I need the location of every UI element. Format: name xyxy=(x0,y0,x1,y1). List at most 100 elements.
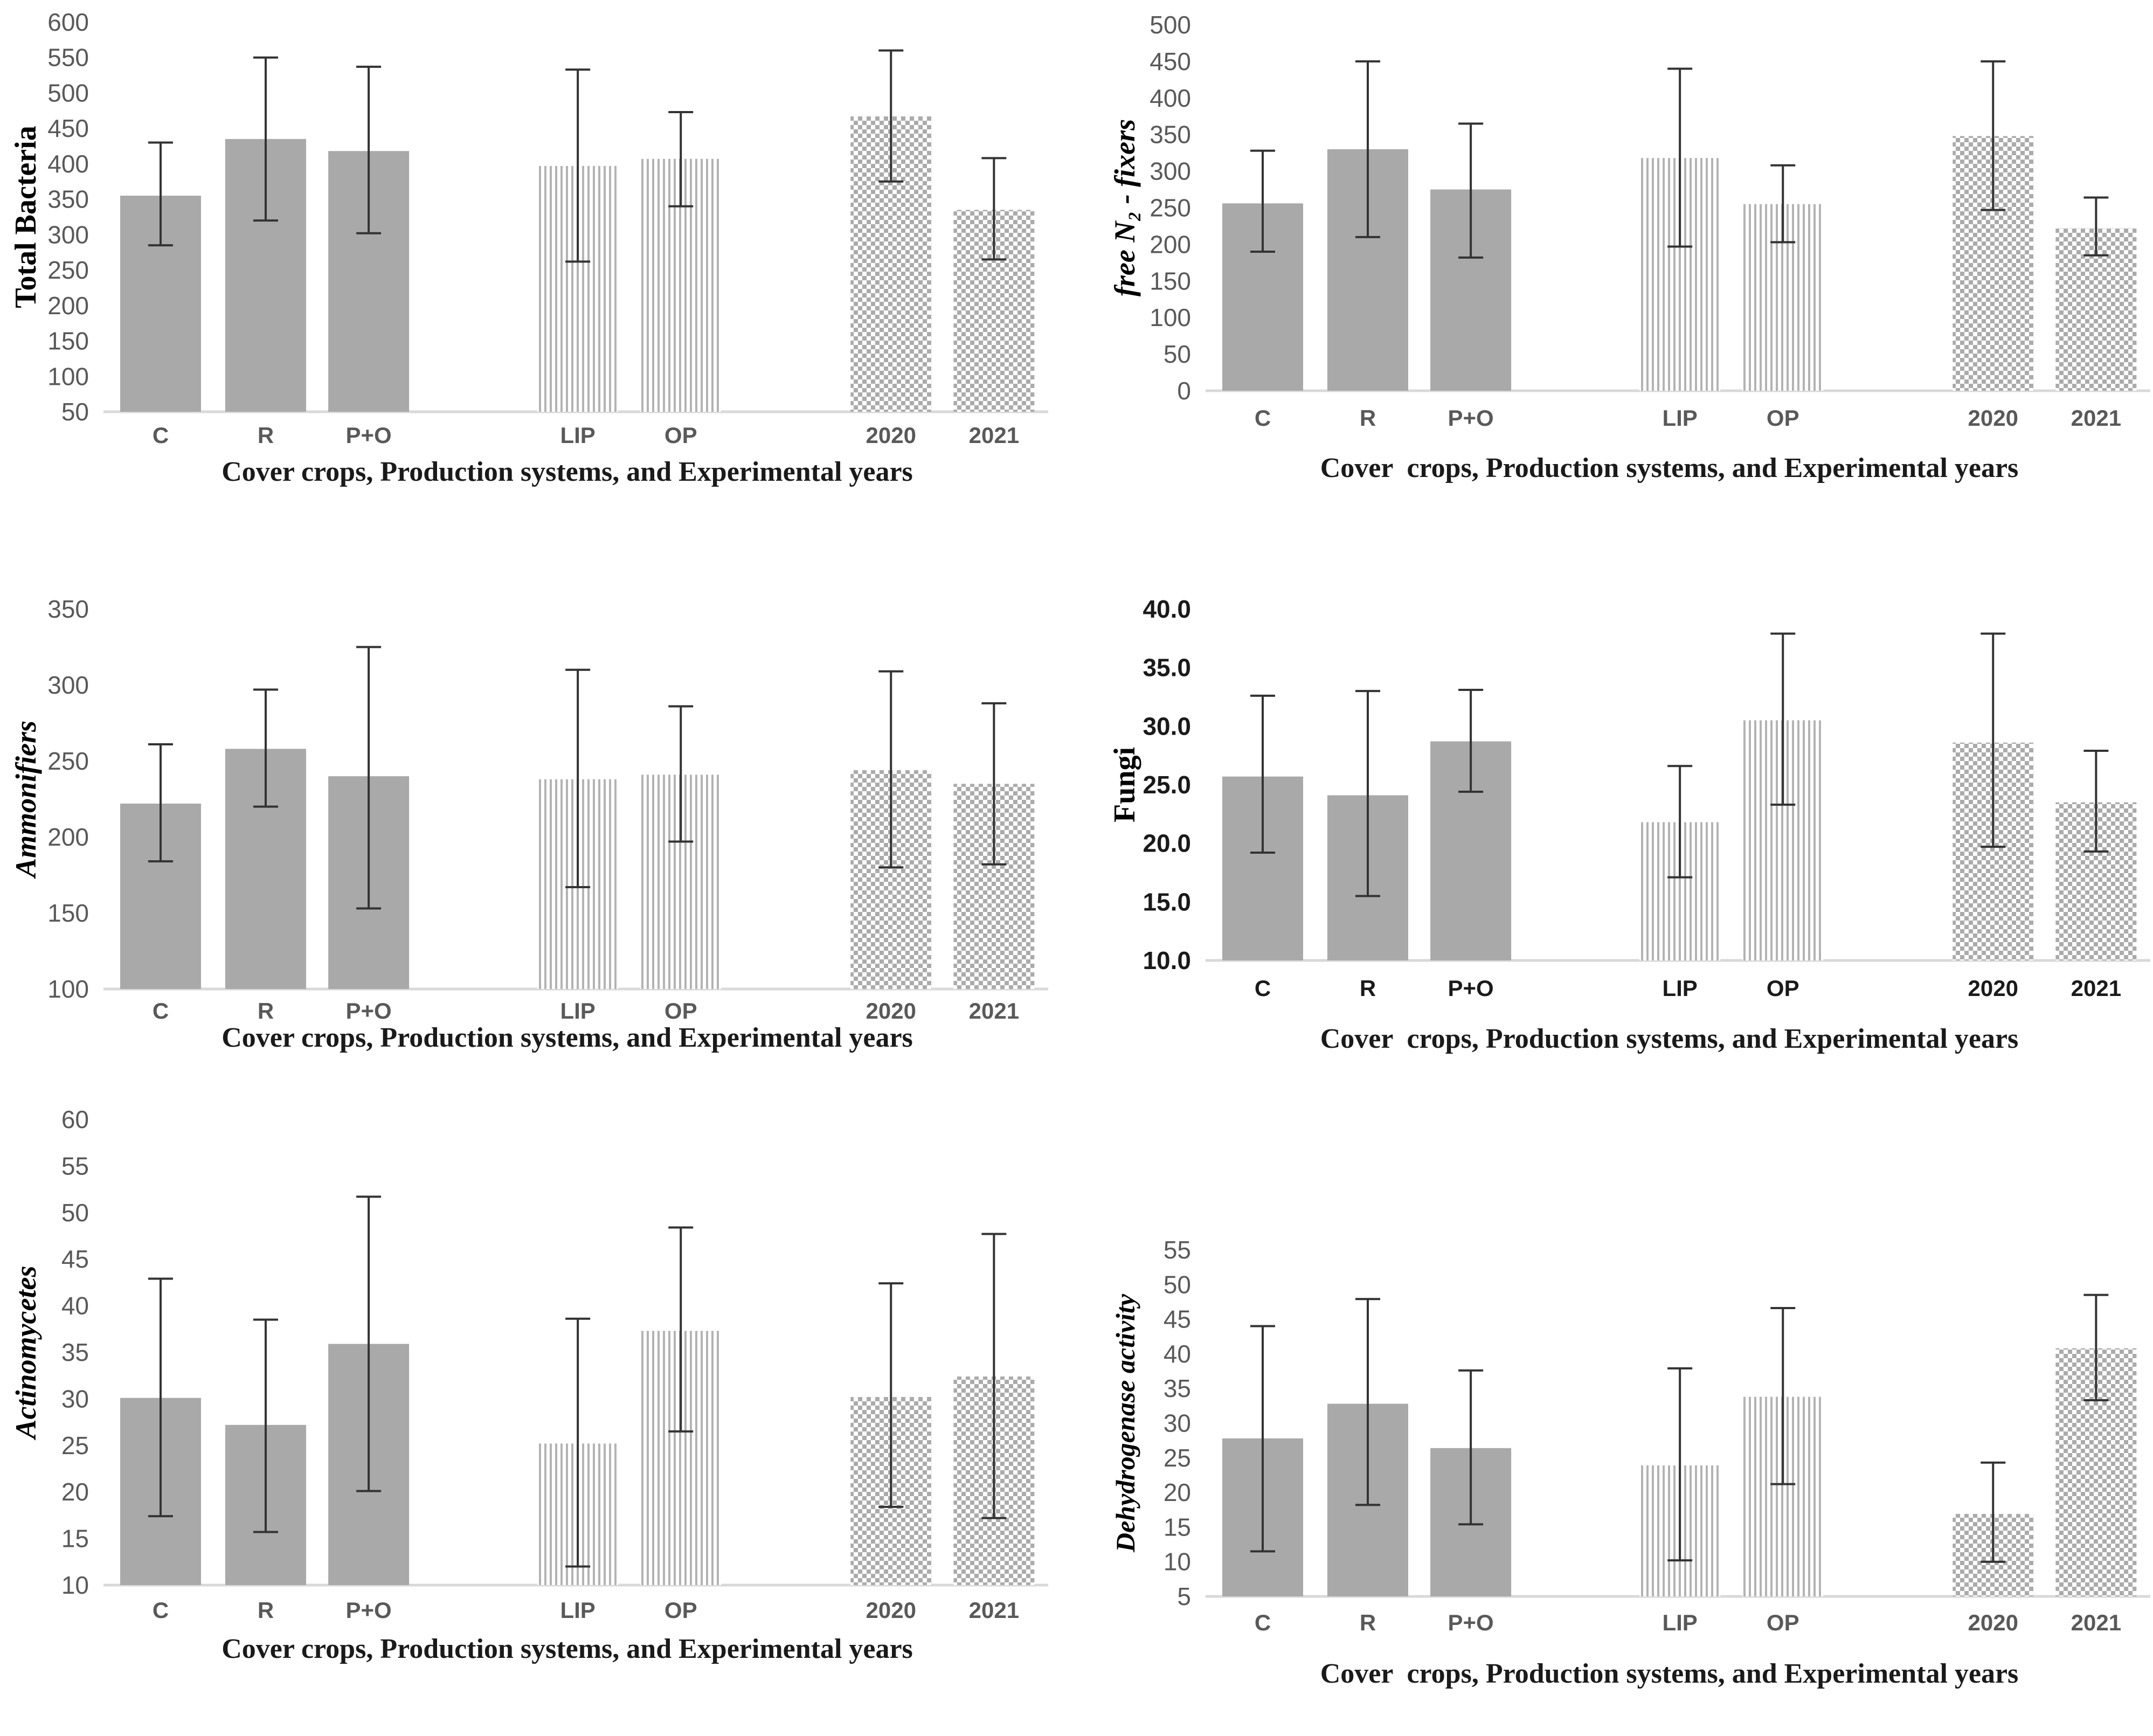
y-tick-label: 400 xyxy=(1150,84,1191,112)
error-bar-fungi-5 xyxy=(1981,632,2006,848)
y-tick-label: 350 xyxy=(47,595,89,623)
x-category-label: C xyxy=(153,1597,169,1623)
y-tick-label: 50 xyxy=(1164,340,1191,368)
y-tick-label: 100 xyxy=(47,362,89,390)
y-tick-label: 10.0 xyxy=(1143,946,1191,974)
y-tick-label: 0 xyxy=(1177,377,1191,405)
error-bar-actinomycetes-6 xyxy=(981,1233,1007,1519)
y-tick-label: 250 xyxy=(47,256,89,284)
y-tick-label: 30.0 xyxy=(1143,712,1191,740)
y-tick-label: 20 xyxy=(1164,1478,1191,1506)
error-bar-ammonifiers-0 xyxy=(148,743,173,863)
x-category-label: LIP xyxy=(1662,405,1697,431)
y-tick-label: 45 xyxy=(1164,1305,1191,1333)
x-axis-title: Cover crops, Production systems, and Exp… xyxy=(1320,1658,2019,1689)
x-category-label: OP xyxy=(664,998,697,1023)
y-tick-label: 25.0 xyxy=(1143,771,1191,799)
y-tick-label: 25 xyxy=(61,1431,89,1460)
x-category-label: LIP xyxy=(560,423,595,448)
y-tick-label: 500 xyxy=(1150,11,1191,39)
x-category-label: 2020 xyxy=(1968,976,2018,1001)
x-category-label: LIP xyxy=(560,998,595,1023)
y-axis-title: free N₂ - fixers xyxy=(1109,119,1141,296)
x-category-label: R xyxy=(258,423,274,448)
error-bar-free-n2-fixers-6 xyxy=(2083,196,2109,257)
y-tick-label: 200 xyxy=(1150,230,1191,258)
y-tick-label: 35 xyxy=(1164,1374,1191,1402)
x-category-label: C xyxy=(153,998,169,1023)
x-category-label: P+O xyxy=(345,423,391,448)
y-tick-label: 55 xyxy=(1164,1236,1191,1264)
x-category-label: 2021 xyxy=(2071,405,2121,431)
error-bar-actinomycetes-1 xyxy=(253,1318,278,1533)
error-bar-dehydrogenase-activity-4 xyxy=(1770,1307,1796,1485)
x-category-label: 2021 xyxy=(2071,976,2121,1001)
x-category-label: R xyxy=(258,998,274,1023)
error-bar-ammonifiers-1 xyxy=(253,688,278,808)
x-category-label: 2020 xyxy=(866,423,916,448)
y-tick-label: 55 xyxy=(61,1152,89,1180)
y-tick-label: 300 xyxy=(1150,157,1191,185)
error-bar-dehydrogenase-activity-6 xyxy=(2083,1294,2109,1402)
y-tick-label: 550 xyxy=(47,44,89,72)
x-category-label: P+O xyxy=(345,998,391,1023)
x-category-label: C xyxy=(153,423,169,448)
error-bar-total-bacteria-2 xyxy=(356,65,382,234)
error-bar-free-n2-fixers-4 xyxy=(1770,164,1796,244)
y-tick-label: 100 xyxy=(1150,303,1191,331)
x-category-label: P+O xyxy=(1448,405,1493,431)
x-category-label: P+O xyxy=(1448,1610,1493,1635)
y-tick-label: 40.0 xyxy=(1143,595,1191,623)
x-category-label: LIP xyxy=(560,1597,595,1623)
x-category-label: 2020 xyxy=(866,1597,916,1623)
x-category-label: 2021 xyxy=(969,423,1019,448)
y-tick-label: 400 xyxy=(47,150,89,178)
chart-total-bacteria: 600 550 500 450 400 350 300 250 200 150 100 50 C R P+O… xyxy=(0,0,1075,534)
error-bar-ammonifiers-4 xyxy=(668,705,694,843)
y-tick-label: 15.0 xyxy=(1143,888,1191,916)
error-bar-dehydrogenase-activity-3 xyxy=(1667,1367,1693,1562)
error-bar-actinomycetes-3 xyxy=(565,1317,591,1568)
y-tick-label: 40 xyxy=(1164,1340,1191,1368)
chart-free-n2-fixers: 500 450 400 350 300 250 200 150 100 50 0 C R P+O LIP OP… xyxy=(1102,0,2153,534)
error-bar-actinomycetes-2 xyxy=(356,1195,382,1492)
y-tick-label: 35.0 xyxy=(1143,654,1191,682)
x-category-label: R xyxy=(1360,405,1376,431)
error-bar-free-n2-fixers-2 xyxy=(1458,122,1484,259)
error-bar-fungi-6 xyxy=(2083,749,2109,853)
dehydrogenase-activity-plot: 55 50 45 40 35 30 25 20 15 10 5 C R P+O LIP OP 2020 2021 D… xyxy=(1110,1236,2150,1689)
y-tick-label: 20.0 xyxy=(1143,829,1191,857)
chart-fungi: 40.0 35.0 30.0 25.0 20.0 15.0 10.0 C R P+O LIP OP 20… xyxy=(1102,571,2153,1094)
error-bar-total-bacteria-4 xyxy=(668,110,694,208)
y-tick-label: 20 xyxy=(61,1478,89,1506)
error-bar-total-bacteria-6 xyxy=(981,157,1007,261)
error-bar-free-n2-fixers-0 xyxy=(1250,149,1275,253)
chart-ammonifiers: 350 300 250 200 150 100 C R P+O LIP OP 2020 2021 Ammo… xyxy=(0,571,1075,1094)
y-tick-label: 450 xyxy=(47,114,89,142)
y-tick-label: 450 xyxy=(1150,47,1191,75)
y-tick-label: 250 xyxy=(1150,194,1191,222)
error-bar-ammonifiers-3 xyxy=(565,668,591,889)
x-category-label: 2021 xyxy=(969,998,1019,1023)
y-tick-label: 350 xyxy=(1150,121,1191,149)
x-category-label: OP xyxy=(664,423,697,448)
y-tick-label: 150 xyxy=(1150,267,1191,295)
fungi-plot: 40.0 35.0 30.0 25.0 20.0 15.0 10.0 C R P+O LIP OP 20… xyxy=(1108,595,2150,1054)
x-axis-title: Cover crops, Production systems, and Exp… xyxy=(1320,453,2019,483)
x-axis-title: Cover crops, Production systems, and Exp… xyxy=(221,457,913,487)
total-bacteria-plot: 600 550 500 450 400 350 300 250 200 150 100 50 C R P+O… xyxy=(9,8,1048,487)
y-tick-label: 300 xyxy=(47,220,89,248)
error-bar-total-bacteria-3 xyxy=(565,68,591,263)
y-tick-label: 200 xyxy=(47,823,89,851)
y-tick-label: 500 xyxy=(47,79,89,107)
error-bar-fungi-1 xyxy=(1355,690,1380,897)
x-category-label: 2020 xyxy=(1968,405,2018,431)
x-category-label: R xyxy=(258,1597,274,1623)
y-tick-label: 40 xyxy=(61,1292,89,1320)
x-category-label: LIP xyxy=(1662,1610,1697,1635)
y-tick-label: 60 xyxy=(61,1105,89,1133)
error-bar-free-n2-fixers-1 xyxy=(1355,60,1380,238)
x-category-label: 2020 xyxy=(1968,1610,2018,1635)
y-tick-label: 50 xyxy=(61,1199,89,1227)
